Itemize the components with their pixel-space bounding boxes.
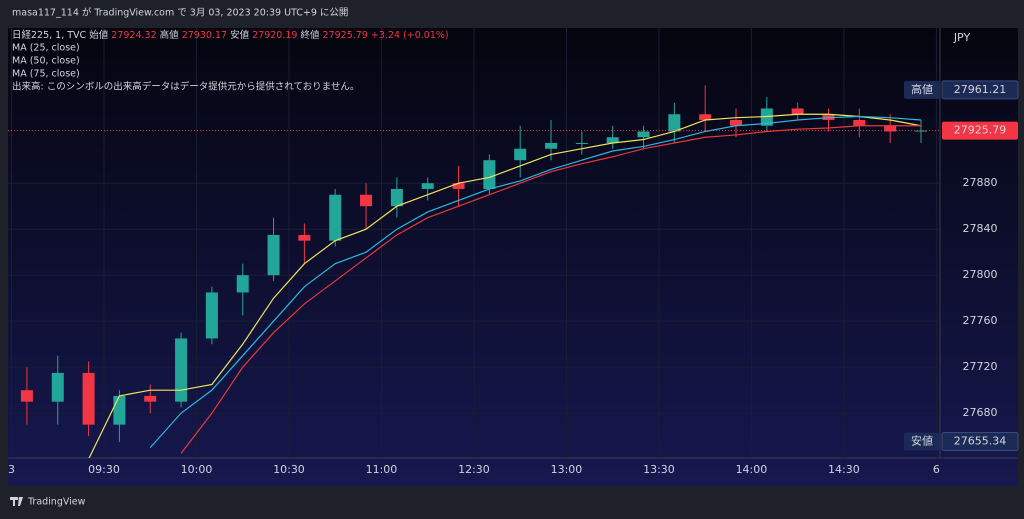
candle-body	[421, 183, 434, 189]
ohlc-label: 終値	[301, 29, 321, 41]
y-tick-label: 27880	[963, 176, 998, 189]
legend-entry: MA (50, close)	[12, 56, 80, 67]
ma-line	[149, 115, 922, 449]
candle-body	[545, 142, 558, 149]
legend-entry: MA (25, close)	[12, 43, 80, 54]
candle-body	[267, 234, 280, 276]
y-tick-label: 27840	[963, 222, 998, 235]
x-tick-label: 6	[933, 463, 940, 476]
candle-body	[236, 275, 249, 293]
price-badge	[942, 121, 1018, 140]
y-tick-label: 27720	[963, 360, 998, 373]
ohlc-value: 27930.17	[182, 30, 227, 41]
y-tick-label: 27680	[963, 406, 998, 419]
candle-body	[390, 188, 403, 207]
price-badge	[941, 432, 1019, 452]
x-tick-label: 14:00	[736, 463, 768, 476]
footer-bar	[0, 486, 1024, 515]
logo-icon	[10, 497, 23, 506]
candle-body	[113, 395, 126, 425]
candle-body	[51, 372, 64, 402]
price-badge-value: 27655.34	[954, 435, 1007, 448]
ohlc-label: 高値	[160, 29, 180, 41]
candle-body	[791, 108, 804, 115]
y-tick-label: 27800	[963, 268, 998, 281]
x-tick-label: 13:30	[643, 463, 675, 476]
candle-body	[853, 119, 866, 126]
candle-body	[575, 142, 588, 144]
header-text: masa117_114 が TradingView.com で 3月 03, 2…	[12, 7, 348, 19]
x-tick-label: 11:00	[366, 463, 398, 476]
chart-area	[8, 28, 1018, 486]
candle-body	[82, 372, 95, 425]
header-bar	[0, 0, 1024, 28]
candle-body	[360, 194, 373, 207]
ohlc-label: 安値	[230, 29, 250, 41]
ma-line	[88, 113, 922, 458]
price-badge	[941, 80, 1019, 100]
candle-body	[20, 390, 33, 402]
candle-body	[730, 119, 743, 126]
x-tick-label: 12:30	[458, 463, 490, 476]
candle-body	[884, 125, 897, 132]
symbol: 日経225, 1, TVC	[12, 29, 87, 41]
price-badge-label: 安値	[911, 434, 933, 448]
footer-brand: TradingView	[27, 497, 86, 508]
candle-body	[329, 194, 342, 241]
legend-ohlc: 日経225, 1, TVC 始値 27924.32 高値 27930.17 安値…	[12, 29, 449, 41]
x-tick-label: 10:00	[181, 463, 213, 476]
price-badge-value: 27925.79	[954, 124, 1007, 137]
ohlc-value: 27920.19	[252, 30, 297, 41]
candle-body	[514, 148, 527, 161]
legend-entry: MA (75, close)	[12, 69, 80, 80]
axis-unit: JPY	[953, 31, 971, 44]
ma-line	[180, 125, 921, 454]
x-tick-label: 3	[8, 463, 15, 476]
volume-note: 出来高: このシンボルの出来高データはデータ提供元から提供されておりません。	[12, 81, 359, 93]
candle-body	[483, 160, 496, 189]
price-badge-label-bg	[904, 432, 940, 451]
candle-body	[175, 338, 188, 402]
change: +3.24 (+0.01%)	[371, 30, 449, 41]
ohlc-value: 27925.79	[323, 30, 368, 41]
x-tick-label: 09:30	[88, 463, 120, 476]
candle-body	[205, 292, 218, 339]
candle-body	[144, 395, 157, 402]
price-badge-label: 高値	[911, 82, 933, 96]
x-tick-label: 14:30	[828, 463, 860, 476]
x-tick-label: 13:00	[551, 463, 583, 476]
candle-body	[699, 114, 712, 120]
candle-body	[298, 234, 311, 241]
ohlc-label: 始値	[89, 29, 109, 41]
y-tick-label: 27760	[963, 314, 998, 327]
candle-body	[668, 114, 681, 132]
candle-body	[637, 131, 650, 138]
x-tick-label: 10:30	[273, 463, 305, 476]
price-badge-value: 27961.21	[954, 83, 1007, 96]
price-badge-label-bg	[904, 80, 940, 99]
candle-body	[606, 137, 619, 143]
candle-body	[452, 183, 465, 189]
ohlc-value: 27924.32	[111, 30, 156, 41]
